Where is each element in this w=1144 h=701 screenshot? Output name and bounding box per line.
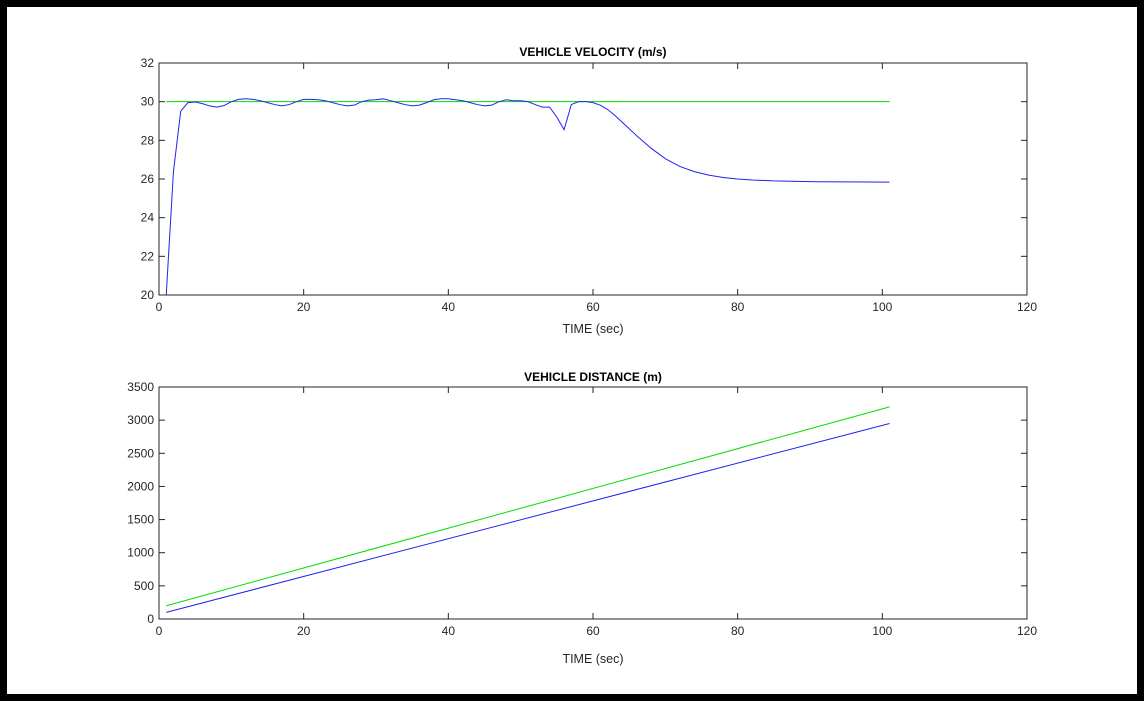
distance-x-axis-label: TIME (sec) bbox=[562, 652, 623, 666]
velocity-y-tick-label: 20 bbox=[141, 288, 155, 302]
distance-x-tick-label: 0 bbox=[156, 624, 163, 638]
distance-y-tick-label: 0 bbox=[147, 612, 154, 626]
velocity-x-tick-label: 0 bbox=[156, 300, 163, 314]
distance-y-tick-label: 3500 bbox=[127, 380, 154, 394]
distance-y-tick-label: 2500 bbox=[127, 446, 154, 460]
distance-axes-box bbox=[158, 386, 1028, 620]
distance-x-tick-label: 60 bbox=[586, 624, 600, 638]
figure-window: VEHICLE VELOCITY (m/s) TIME (sec) 0 20 40 6… bbox=[7, 7, 1137, 694]
velocity-y-tick-label: 30 bbox=[141, 95, 155, 109]
velocity-x-tick-label: 100 bbox=[872, 300, 892, 314]
distance-y-tick-label: 500 bbox=[134, 579, 154, 593]
velocity-y-tick-label: 28 bbox=[141, 133, 155, 147]
distance-y-tick-label: 1000 bbox=[127, 546, 154, 560]
distance-subplot: VEHICLE DISTANCE (m) TIME (sec) 0 20 40 60 8… bbox=[127, 370, 1037, 666]
velocity-x-axis-label: TIME (sec) bbox=[562, 322, 623, 336]
velocity-subplot: VEHICLE VELOCITY (m/s) TIME (sec) 0 20 40 6… bbox=[141, 45, 1038, 336]
distance-x-tick-label: 80 bbox=[731, 624, 745, 638]
distance-x-tick-label: 20 bbox=[297, 624, 311, 638]
velocity-axes-box bbox=[158, 62, 1028, 296]
distance-series-reference-line bbox=[166, 406, 890, 607]
velocity-x-tick-label: 80 bbox=[731, 300, 745, 314]
figure-canvas: VEHICLE VELOCITY (m/s) TIME (sec) 0 20 40 6… bbox=[127, 45, 1038, 666]
velocity-y-tick-label: 24 bbox=[141, 211, 155, 225]
velocity-x-tick-label: 40 bbox=[442, 300, 456, 314]
distance-y-tick-label: 2000 bbox=[127, 479, 154, 493]
distance-series-actual-line bbox=[166, 422, 890, 613]
distance-chart-title: VEHICLE DISTANCE (m) bbox=[524, 370, 662, 384]
velocity-x-tick-label: 20 bbox=[297, 300, 311, 314]
velocity-y-tick-label: 22 bbox=[141, 249, 155, 263]
distance-x-tick-label: 100 bbox=[872, 624, 892, 638]
velocity-y-tick-label: 32 bbox=[141, 56, 155, 70]
distance-x-tick-label: 40 bbox=[442, 624, 456, 638]
velocity-series-actual-line bbox=[165, 98, 890, 295]
velocity-y-tick-label: 26 bbox=[141, 172, 155, 186]
distance-y-tick-label: 3000 bbox=[127, 413, 154, 427]
velocity-chart-title: VEHICLE VELOCITY (m/s) bbox=[519, 45, 666, 59]
distance-y-tick-label: 1500 bbox=[127, 513, 154, 527]
distance-x-tick-label: 120 bbox=[1017, 624, 1037, 638]
velocity-x-tick-label: 120 bbox=[1017, 300, 1037, 314]
velocity-x-tick-label: 60 bbox=[586, 300, 600, 314]
